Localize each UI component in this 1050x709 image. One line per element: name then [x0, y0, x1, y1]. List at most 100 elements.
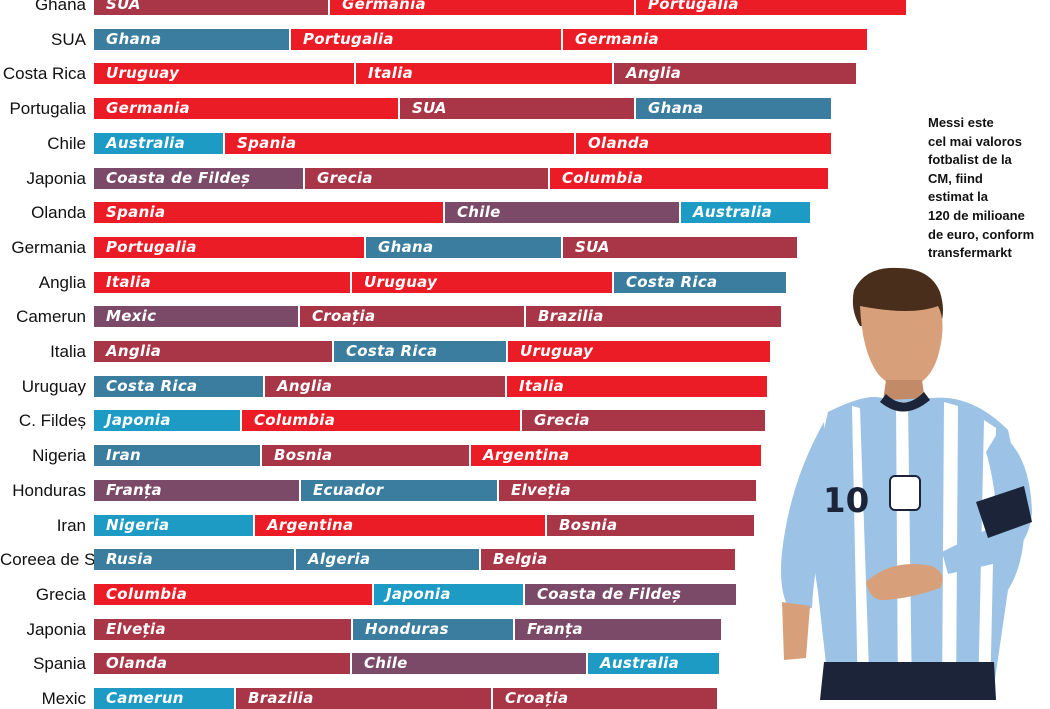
segment-label: Brazilia	[538, 307, 604, 326]
bar-segment: Columbia	[550, 167, 830, 189]
segment-label: Honduras	[365, 619, 449, 638]
bar-segment: Brazilia	[526, 306, 783, 328]
bar-segment: Australia	[681, 202, 812, 224]
segment-label: Ghana	[106, 29, 162, 48]
segment-label: Columbia	[562, 168, 644, 187]
bar-segment: Germania	[563, 28, 869, 50]
bar-segment: Elveția	[499, 479, 758, 501]
jersey-crest	[889, 475, 921, 511]
bar-segment: Uruguay	[508, 341, 772, 362]
segment-label: Anglia	[106, 342, 162, 360]
row-label: Uruguay	[21, 376, 86, 396]
bar-segment: Australia	[94, 132, 225, 154]
player-head	[860, 306, 943, 388]
segment-label: SUA	[575, 237, 610, 256]
bar-segment: Algeria	[296, 549, 481, 571]
bar-segment: Costa Rica	[334, 341, 508, 362]
row-label: SUA	[51, 29, 86, 49]
segment-label: Columbia	[106, 584, 188, 603]
segment-label: Franța	[106, 480, 162, 499]
bar-segment: SUA	[563, 236, 799, 258]
note-line: Messi este	[928, 115, 994, 130]
segment-label: Australia	[106, 133, 186, 152]
segment-label: Olanda	[588, 133, 650, 152]
shirt-number: 10	[822, 481, 869, 521]
bar-segment: Ghana	[366, 236, 563, 258]
segment-label: Italia	[106, 272, 152, 291]
segment-label: SUA	[106, 0, 141, 13]
jersey-collar	[880, 392, 930, 412]
segment-label: Costa Rica	[106, 376, 198, 395]
note-line: CM, fiind	[928, 170, 983, 186]
segment-label: Coasta de Fildeș	[537, 584, 682, 603]
row-label: Camerun	[16, 307, 86, 327]
bar-segment: Ghana	[94, 28, 291, 50]
segment-label: Croația	[505, 689, 569, 707]
messi-note: Messi este cel mai valoros fotbalist de …	[928, 114, 1048, 263]
segment-label: Olanda	[106, 654, 168, 673]
segment-label: Portugalia	[303, 29, 394, 48]
bar-segment: Costa Rica	[614, 271, 788, 293]
jersey-stripe	[852, 406, 870, 700]
row-label: Mexic	[41, 689, 86, 708]
row-label: Japonia	[26, 168, 86, 188]
player-forearm	[782, 602, 810, 660]
row-label: Anglia	[38, 272, 86, 292]
bar-segment: Coasta de Fildeș	[525, 583, 738, 605]
segment-label: Australia	[693, 203, 773, 222]
segment-label: Argentina	[267, 515, 354, 534]
player-arm	[781, 422, 828, 610]
segment-label: Iran	[106, 446, 141, 465]
bar-segment: Italia	[507, 375, 769, 397]
captain-armband	[976, 486, 1032, 538]
row-label: C. Fildeș	[18, 411, 86, 431]
bar-segment: Portugalia	[291, 28, 563, 50]
bar-segment: Columbia	[94, 583, 374, 605]
bar-segment: Brazilia	[236, 688, 493, 709]
segment-label: Japonia	[386, 584, 451, 603]
segment-label: Brazilia	[248, 689, 314, 707]
row-label: Germania	[11, 237, 86, 257]
row-label: Portugalia	[9, 99, 86, 119]
segment-label: Costa Rica	[626, 272, 718, 291]
segment-label: Uruguay	[106, 64, 180, 83]
note-line: estimat la	[928, 189, 988, 205]
bar-segment: Honduras	[353, 618, 515, 640]
bar-segment: Grecia	[305, 167, 550, 189]
bar-segment: Bosnia	[262, 445, 471, 467]
player-photo: 10	[781, 267, 1032, 700]
segment-label: Uruguay	[520, 342, 594, 360]
segment-label: Rusia	[106, 550, 154, 569]
segment-label: Belgia	[493, 550, 548, 569]
row-label: Grecia	[35, 584, 86, 604]
bar-segment: Argentina	[471, 445, 763, 467]
segment-label: Bosnia	[559, 515, 618, 534]
bar-segment: Rusia	[94, 549, 296, 571]
bar-segment: Belgia	[481, 549, 737, 571]
bar-segment: Australia	[588, 653, 721, 675]
bar-segment: Olanda	[576, 132, 833, 154]
note-line: 120 de milioane	[928, 207, 1025, 223]
bar-segment: Ghana	[636, 98, 833, 120]
row-label: Costa Rica	[2, 64, 86, 84]
segment-label: SUA	[412, 99, 447, 118]
segment-label: Grecia	[534, 411, 590, 430]
note-line: transfermarkt	[928, 245, 1012, 261]
bar-segment: Italia	[356, 63, 614, 85]
segment-label: Algeria	[308, 550, 371, 569]
bar-segment: Grecia	[522, 410, 767, 432]
segment-label: Chile	[457, 203, 501, 222]
note-line: cel mai valoros	[928, 133, 1022, 149]
segment-label: Portugalia	[106, 237, 197, 256]
bar-segment: Elveția	[94, 618, 353, 640]
row-label: Ghana	[34, 0, 86, 14]
row-label: Nigeria	[32, 446, 86, 466]
player-hand	[866, 564, 943, 601]
player-arm	[942, 432, 1032, 574]
segment-label: Italia	[519, 376, 565, 395]
bar-segment: Uruguay	[94, 63, 356, 85]
bar-segment: Japonia	[94, 410, 242, 432]
segment-label: Uruguay	[364, 272, 438, 291]
bar-segment: Germania	[330, 0, 636, 15]
note-line: de euro, conform	[928, 226, 1035, 242]
